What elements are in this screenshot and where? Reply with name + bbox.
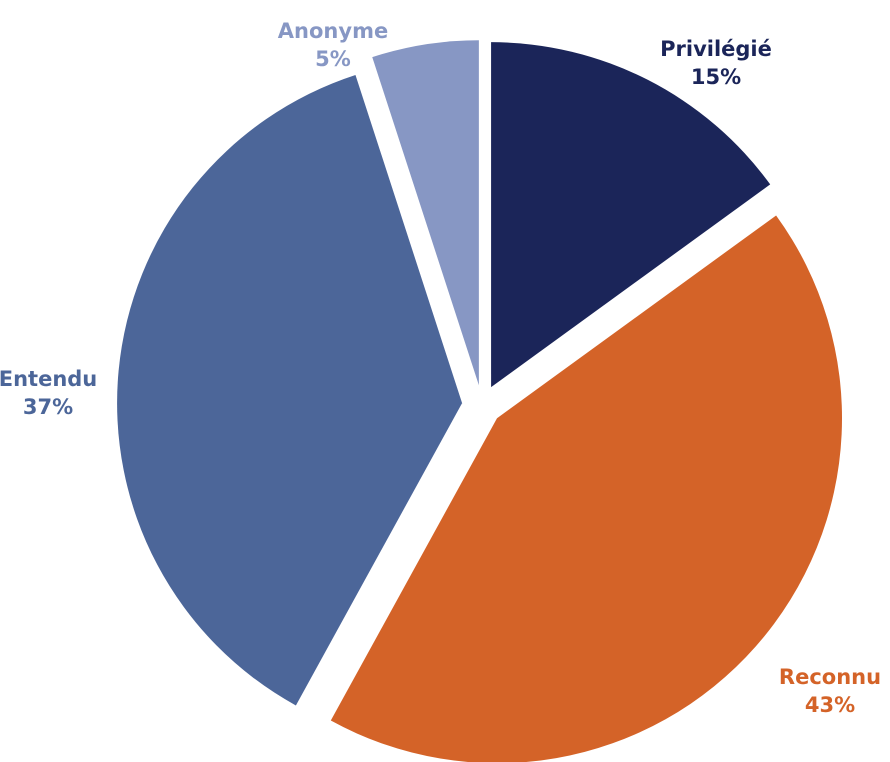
slice-percent-privilegie: 15% <box>691 65 741 89</box>
slice-label-reconnu: Reconnu <box>779 665 881 689</box>
slice-label-entendu: Entendu <box>0 367 97 391</box>
slice-percent-anonyme: 5% <box>315 47 351 71</box>
pie-slice-reconnu <box>330 215 842 762</box>
slice-percent-entendu: 37% <box>23 395 73 419</box>
pie-slice-entendu <box>117 75 463 706</box>
slice-percent-reconnu: 43% <box>805 693 855 717</box>
pie-slice-privilegie <box>491 42 771 388</box>
slice-label-anonyme: Anonyme <box>278 19 388 43</box>
slice-label-privilegie: Privilégié <box>660 37 772 61</box>
pie-slice-anonyme <box>372 40 479 386</box>
